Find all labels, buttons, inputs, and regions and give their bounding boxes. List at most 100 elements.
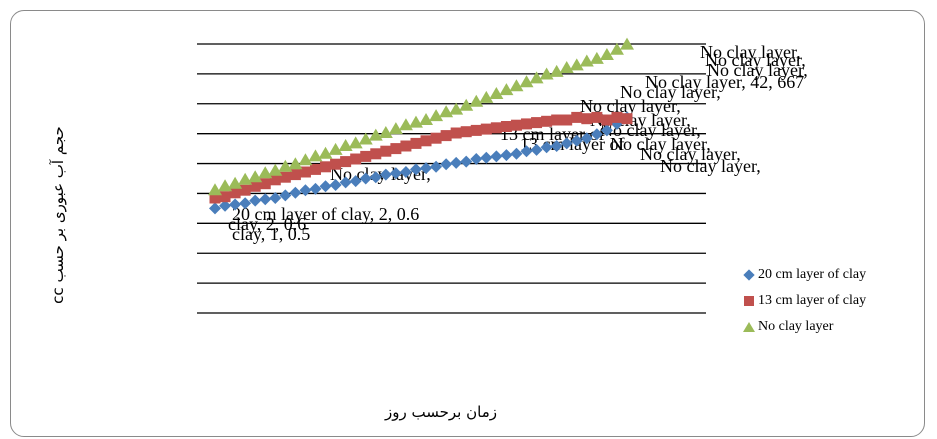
data-point-diamond: [369, 171, 382, 184]
data-point-diamond: [430, 160, 443, 173]
data-point-triangle: [298, 153, 313, 166]
data-point-diamond: [490, 150, 503, 163]
data-point-diamond: [420, 162, 433, 175]
data-point-triangle: [368, 128, 383, 141]
data-label: No clay layer,: [640, 144, 741, 164]
data-point-diamond: [389, 167, 402, 180]
data-point-triangle: [398, 118, 413, 131]
data-point-triangle: [248, 170, 263, 183]
chart-legend: 20 cm layer of clay 13 cm layer of clay …: [742, 262, 866, 340]
data-point-square: [571, 111, 583, 123]
data-point-diamond: [319, 180, 332, 193]
data-point-square: [591, 111, 603, 123]
data-point-triangle: [258, 166, 273, 179]
data-point-square: [410, 137, 422, 149]
data-point-triangle: [489, 87, 504, 99]
data-point-square: [380, 145, 392, 157]
data-point-diamond: [520, 145, 533, 158]
data-label: clay, 1, 0.5: [232, 224, 310, 244]
x-axis-label: زمان برحسب روز: [385, 403, 497, 421]
data-label: No clay layer,: [580, 96, 681, 116]
data-point-square: [360, 150, 372, 162]
legend-item-13cm: 13 cm layer of clay: [742, 288, 866, 314]
data-point-diamond: [299, 184, 312, 197]
data-point-triangle: [569, 58, 584, 71]
data-point-triangle: [579, 54, 594, 67]
data-point-triangle: [509, 79, 524, 92]
data-point-triangle: [620, 37, 634, 50]
data-point-diamond: [399, 166, 412, 178]
data-point-triangle: [208, 183, 222, 196]
data-point-square: [269, 174, 281, 186]
data-point-diamond: [590, 128, 603, 141]
data-point-square: [239, 184, 251, 196]
data-point-triangle: [338, 139, 353, 151]
data-point-triangle: [238, 172, 253, 185]
data-point-square: [340, 156, 352, 168]
data-point-diamond: [409, 163, 422, 176]
data-point-square: [601, 114, 613, 126]
data-point-diamond: [219, 199, 232, 212]
data-label: No clay layer,: [620, 82, 721, 102]
data-point-triangle: [388, 122, 403, 135]
legend-label-13cm: 13 cm layer of clay: [758, 293, 867, 308]
data-point-diamond: [570, 134, 583, 147]
data-point-diamond: [259, 193, 272, 206]
data-point-diamond: [540, 141, 553, 154]
data-point-triangle: [609, 42, 624, 55]
data-point-square: [289, 169, 301, 181]
data-point-triangle: [218, 179, 233, 192]
data-point-square: [450, 127, 462, 139]
data-point-square: [480, 123, 492, 135]
data-point-square: [440, 130, 452, 142]
data-point-triangle: [529, 71, 544, 84]
triangle-marker-icon: [742, 320, 756, 334]
data-point-square: [581, 113, 593, 125]
data-point-diamond: [460, 155, 473, 168]
data-point-triangle: [519, 75, 534, 88]
data-point-square: [400, 140, 412, 152]
data-point-triangle: [288, 157, 303, 170]
data-point-triangle: [459, 98, 474, 111]
square-marker-icon: [742, 294, 756, 308]
data-point-square: [390, 143, 402, 155]
y-axis-label: حجم آب عبوری بر حسب cc: [49, 126, 67, 304]
data-point-diamond: [450, 156, 463, 169]
data-point-square: [510, 119, 522, 131]
data-point-square: [249, 180, 261, 192]
data-point-diamond: [349, 175, 362, 188]
data-point-square: [611, 111, 623, 123]
data-point-diamond: [279, 189, 292, 202]
data-point-square: [420, 135, 432, 147]
data-label: clay, 2, 0.6: [228, 214, 306, 234]
data-point-diamond: [269, 192, 282, 204]
data-point-diamond: [379, 168, 392, 181]
data-point-diamond: [500, 149, 513, 162]
data-point-triangle: [318, 146, 333, 159]
data-point-triangle: [559, 61, 574, 73]
data-point-diamond: [249, 194, 262, 207]
data-point-diamond: [600, 124, 613, 137]
data-point-diamond: [550, 140, 563, 152]
data-point-square: [370, 148, 382, 160]
data-point-triangle: [328, 142, 343, 155]
data-point-square: [229, 187, 241, 199]
data-point-square: [209, 192, 221, 204]
data-label: No clay layer,: [707, 60, 808, 80]
data-point-triangle: [499, 83, 514, 96]
data-point-diamond: [229, 198, 242, 211]
data-point-diamond: [530, 143, 543, 156]
data-point-diamond: [580, 132, 593, 145]
data-point-triangle: [278, 159, 293, 172]
data-point-triangle: [429, 109, 444, 122]
data-label: No clay layer, 42, 667: [645, 72, 804, 92]
data-point-square: [551, 114, 563, 126]
data-point-square: [561, 114, 573, 126]
data-point-square: [309, 163, 321, 175]
legend-label-no-clay: No clay layer: [758, 319, 834, 334]
data-point-square: [460, 126, 472, 138]
data-label: No clay layer,: [705, 50, 806, 70]
data-point-square: [279, 171, 291, 183]
data-point-square: [219, 191, 231, 203]
data-point-square: [330, 158, 342, 170]
